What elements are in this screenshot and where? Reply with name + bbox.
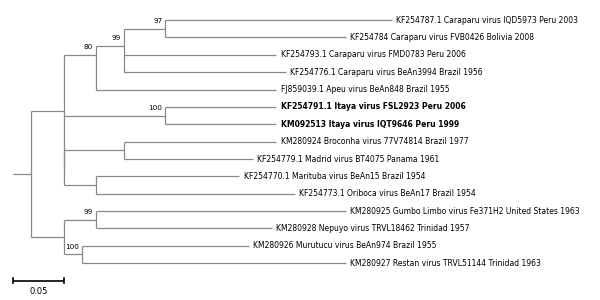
Text: KM280927 Restan virus TRVL51144 Trinidad 1963: KM280927 Restan virus TRVL51144 Trinidad…	[350, 259, 541, 268]
Text: KM092513 Itaya virus IQT9646 Peru 1999: KM092513 Itaya virus IQT9646 Peru 1999	[281, 120, 459, 129]
Text: 99: 99	[112, 35, 121, 41]
Text: KF254784 Caraparu virus FVB0426 Bolivia 2008: KF254784 Caraparu virus FVB0426 Bolivia …	[350, 33, 534, 42]
Text: KF254791.1 Itaya virus FSL2923 Peru 2006: KF254791.1 Itaya virus FSL2923 Peru 2006	[281, 102, 465, 111]
Text: KM280926 Murutucu virus BeAn974 Brazil 1955: KM280926 Murutucu virus BeAn974 Brazil 1…	[253, 241, 436, 250]
Text: KM280928 Nepuyo virus TRVL18462 Trinidad 1957: KM280928 Nepuyo virus TRVL18462 Trinidad…	[276, 224, 469, 233]
Text: 80: 80	[84, 44, 93, 50]
Text: KF254776.1 Caraparu virus BeAn3994 Brazil 1956: KF254776.1 Caraparu virus BeAn3994 Brazi…	[290, 68, 482, 77]
Text: KF254779.1 Madrid virus BT4075 Panama 1961: KF254779.1 Madrid virus BT4075 Panama 19…	[257, 154, 440, 164]
Text: KF254793.1 Caraparu virus FMD0783 Peru 2006: KF254793.1 Caraparu virus FMD0783 Peru 2…	[281, 50, 466, 59]
Text: 0.05: 0.05	[29, 286, 47, 296]
Text: FJ859039.1 Apeu virus BeAn848 Brazil 1955: FJ859039.1 Apeu virus BeAn848 Brazil 195…	[281, 85, 449, 94]
Text: 100: 100	[65, 244, 79, 250]
Text: 99: 99	[84, 209, 93, 215]
Text: 100: 100	[149, 105, 163, 111]
Text: KF254787.1 Caraparu virus IQD5973 Peru 2003: KF254787.1 Caraparu virus IQD5973 Peru 2…	[396, 16, 578, 25]
Text: 97: 97	[153, 18, 163, 24]
Text: KM280925 Gumbo Limbo virus Fe371H2 United States 1963: KM280925 Gumbo Limbo virus Fe371H2 Unite…	[350, 207, 580, 216]
Text: KM280924 Broconha virus 77V74814 Brazil 1977: KM280924 Broconha virus 77V74814 Brazil …	[281, 137, 468, 146]
Text: KF254770.1 Marituba virus BeAn15 Brazil 1954: KF254770.1 Marituba virus BeAn15 Brazil …	[244, 172, 425, 181]
Text: KF254773.1 Oriboca virus BeAn17 Brazil 1954: KF254773.1 Oriboca virus BeAn17 Brazil 1…	[299, 189, 476, 198]
